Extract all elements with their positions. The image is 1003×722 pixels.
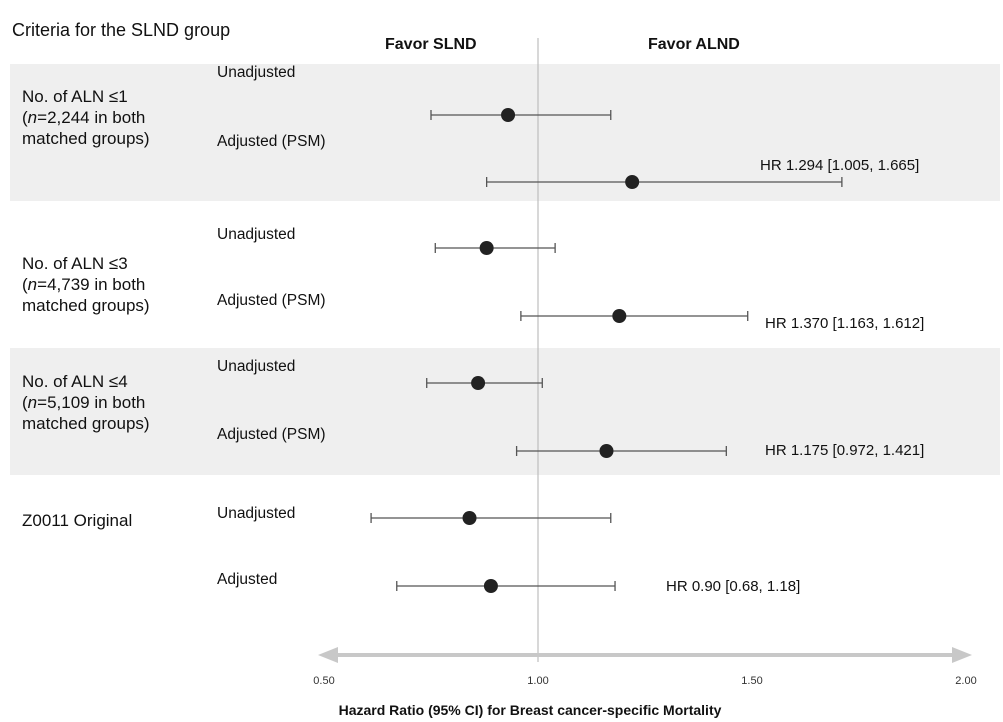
hr-annotation-aln3: HR 1.370 [1.163, 1.612] [765, 315, 925, 332]
favor-slnd-label: Favor SLND [385, 36, 477, 53]
group-label-line3: matched groups) [22, 414, 150, 433]
row-label-unadjusted: Unadjusted [217, 64, 296, 81]
hr-annotation-aln4: HR 1.175 [0.972, 1.421] [765, 442, 925, 459]
point-estimate [479, 241, 494, 255]
point-estimate [471, 376, 486, 390]
group-label-line1: No. of ALN ≤3 [22, 254, 128, 273]
row-label-adjusted: Adjusted (PSM) [217, 426, 326, 443]
point-estimate [625, 175, 640, 189]
x-tick-label: 1.50 [741, 675, 763, 687]
hr-annotation-aln1: HR 1.294 [1.005, 1.665] [760, 157, 920, 174]
favor-alnd-label: Favor ALND [648, 36, 740, 53]
group-label-z0011: Z0011 Original [22, 510, 132, 531]
point-estimate [501, 108, 516, 122]
group-label-line2: (n=2,244 in both [22, 108, 146, 127]
group-label-line1: No. of ALN ≤4 [22, 372, 128, 391]
x-axis-arrow-right [952, 647, 972, 663]
row-label-adjusted: Adjusted (PSM) [217, 133, 326, 150]
chart-title: Criteria for the SLND group [12, 20, 231, 40]
row-label-adjusted: Adjusted (PSM) [217, 292, 326, 309]
x-tick-label: 1.00 [527, 675, 549, 687]
x-axis-label: Hazard Ratio (95% CI) for Breast cancer-… [338, 702, 722, 718]
group-label-line3: matched groups) [22, 129, 150, 148]
group-label-line1: No. of ALN ≤1 [22, 87, 128, 106]
group-label-line1: Z0011 Original [22, 511, 133, 530]
n-count: =2,244 in both [37, 108, 146, 127]
group-band-1 [10, 64, 1000, 201]
group-label-aln4: No. of ALN ≤4 (n=5,109 in both matched g… [22, 371, 150, 434]
point-estimate [483, 579, 498, 593]
group-label-line3: matched groups) [22, 296, 150, 315]
x-axis-arrow-left [318, 647, 338, 663]
group-label-line2: (n=5,109 in both [22, 393, 146, 412]
hr-annotation-z0011: HR 0.90 [0.68, 1.18] [666, 578, 801, 595]
group-label-aln3: No. of ALN ≤3 (n=4,739 in both matched g… [22, 253, 150, 316]
row-label-unadjusted: Unadjusted [217, 226, 296, 243]
n-italic: n [27, 108, 38, 127]
row-label-unadjusted: Unadjusted [217, 358, 296, 375]
point-estimate [599, 444, 614, 458]
point-estimate [462, 511, 477, 525]
n-italic: n [27, 393, 38, 412]
group-label-aln1: No. of ALN ≤1 (n=2,244 in both matched g… [22, 86, 150, 149]
row-label-unadjusted: Unadjusted [217, 505, 296, 522]
n-count: =5,109 in both [37, 393, 146, 412]
x-tick-label: 2.00 [955, 675, 977, 687]
group-label-line2: (n=4,739 in both [22, 275, 146, 294]
point-estimate [612, 309, 627, 323]
n-italic: n [27, 275, 38, 294]
n-count: =4,739 in both [37, 275, 146, 294]
x-tick-label: 0.50 [313, 675, 335, 687]
row-label-adjusted: Adjusted [217, 571, 278, 588]
group-band-3 [10, 348, 1000, 475]
